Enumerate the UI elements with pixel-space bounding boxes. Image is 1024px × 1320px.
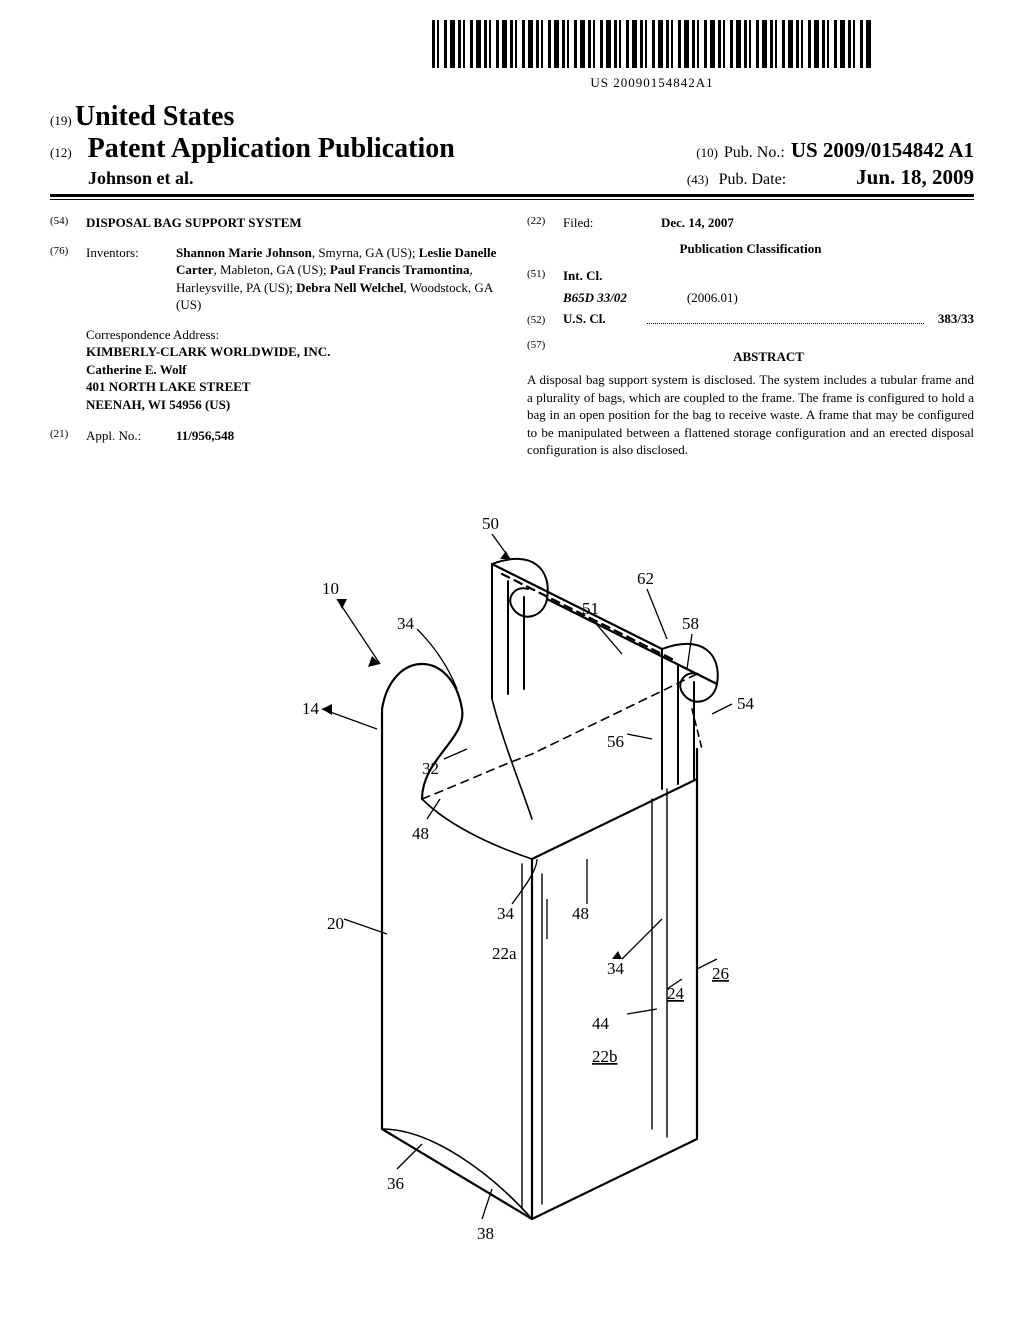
fig-label-62: 62 (637, 569, 654, 588)
fig-label-56: 56 (607, 732, 624, 751)
filed-code: (22) (527, 214, 555, 232)
fig-label-44: 44 (592, 1014, 610, 1033)
appl-code: (21) (50, 427, 78, 445)
country-name: United States (75, 101, 234, 133)
pubno-value: US 2009/0154842 A1 (791, 138, 974, 163)
uscl-value: 383/33 (938, 310, 974, 328)
fig-label-20: 20 (327, 914, 344, 933)
fig-label-22a: 22a (492, 944, 517, 963)
correspondence-block: Correspondence Address: KIMBERLY-CLARK W… (86, 326, 497, 414)
corr-line-1: KIMBERLY-CLARK WORLDWIDE, INC. (86, 343, 497, 361)
fig-label-58: 58 (682, 614, 699, 633)
patent-figure: 10 14 20 36 38 50 34 32 48 34 22a 48 51 … (192, 489, 832, 1249)
divider-thin (50, 199, 974, 200)
fig-label-34c: 34 (607, 959, 625, 978)
main-body: (54) DISPOSAL BAG SUPPORT SYSTEM (76) In… (50, 214, 974, 459)
fig-label-36: 36 (387, 1174, 404, 1193)
fig-label-26: 26 (712, 964, 729, 983)
inventors-list: Shannon Marie Johnson, Smyrna, GA (US); … (176, 244, 497, 314)
fig-label-51: 51 (582, 599, 599, 618)
corr-line-3: 401 NORTH LAKE STREET (86, 378, 497, 396)
fig-label-10: 10 (322, 579, 339, 598)
divider-thick (50, 194, 974, 197)
filed-label: Filed: (563, 214, 613, 232)
barcode-text: US 20090154842A1 (330, 75, 974, 91)
intcl-label: Int. Cl. (563, 267, 633, 285)
country-code: (19) (50, 113, 72, 129)
barcode-block: US 20090154842A1 (330, 20, 974, 91)
fig-label-14: 14 (302, 699, 320, 718)
abstract-code: (57) (527, 338, 555, 372)
appl-value: 11/956,548 (176, 427, 497, 445)
barcode (432, 20, 872, 68)
title-code: (54) (50, 214, 78, 232)
fig-label-32: 32 (422, 759, 439, 778)
intcl-code: (51) (527, 267, 555, 285)
pubdate-label: Pub. Date: (719, 171, 787, 189)
patent-title: DISPOSAL BAG SUPPORT SYSTEM (86, 214, 497, 232)
pubclass-title: Publication Classification (527, 240, 974, 258)
header: (19) United States (12) Patent Applicati… (50, 101, 974, 190)
intcl-symbol: B65D 33/02 (563, 289, 627, 307)
right-column: (22) Filed: Dec. 14, 2007 Publication Cl… (527, 214, 974, 459)
fig-label-48a: 48 (412, 824, 429, 843)
pubdate-value: Jun. 18, 2009 (856, 165, 974, 190)
uscl-label: U.S. Cl. (563, 310, 633, 328)
abstract-body: A disposal bag support system is disclos… (527, 371, 974, 459)
inventors-code: (76) (50, 244, 78, 314)
fig-label-54: 54 (737, 694, 755, 713)
corr-label: Correspondence Address: (86, 326, 497, 344)
left-column: (54) DISPOSAL BAG SUPPORT SYSTEM (76) In… (50, 214, 497, 459)
fig-label-50: 50 (482, 514, 499, 533)
fig-label-38: 38 (477, 1224, 494, 1243)
uscl-code: (52) (527, 313, 555, 328)
inventors-label: Inventors: (86, 244, 168, 314)
intcl-date: (2006.01) (687, 289, 738, 307)
doc-type: Patent Application Publication (88, 133, 455, 165)
doc-code: (12) (50, 145, 72, 161)
fig-label-34b: 34 (497, 904, 515, 923)
author: Johnson et al. (50, 168, 194, 189)
fig-label-48b: 48 (572, 904, 589, 923)
pubno-code: (10) (696, 145, 718, 161)
corr-line-4: NEENAH, WI 54956 (US) (86, 396, 497, 414)
appl-label: Appl. No.: (86, 427, 168, 445)
fig-label-34a: 34 (397, 614, 415, 633)
pubdate-code: (43) (687, 172, 709, 188)
abstract-title: ABSTRACT (563, 348, 974, 366)
pubno-label: Pub. No.: (724, 144, 785, 162)
dot-leader (647, 314, 924, 324)
fig-label-24: 24 (667, 984, 685, 1003)
fig-label-22b: 22b (592, 1047, 618, 1066)
corr-line-2: Catherine E. Wolf (86, 361, 497, 379)
filed-value: Dec. 14, 2007 (661, 214, 974, 232)
